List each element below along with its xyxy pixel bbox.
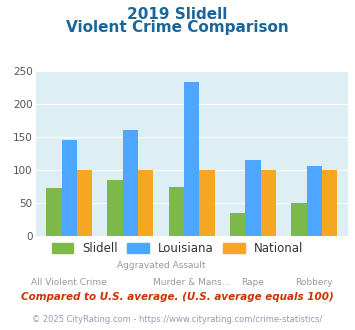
Bar: [169, 187, 184, 236]
Legend: Slidell, Louisiana, National: Slidell, Louisiana, National: [47, 237, 308, 260]
Bar: [108, 180, 123, 236]
Text: Aggravated Assault: Aggravated Assault: [117, 261, 205, 270]
Bar: [322, 170, 337, 236]
Text: Murder & Mans...: Murder & Mans...: [153, 278, 230, 287]
Text: Rape: Rape: [241, 278, 264, 287]
Text: © 2025 CityRating.com - https://www.cityrating.com/crime-statistics/: © 2025 CityRating.com - https://www.city…: [32, 315, 323, 324]
Bar: [138, 170, 153, 236]
Text: Robbery: Robbery: [295, 278, 333, 287]
Bar: [261, 170, 276, 236]
Text: Compared to U.S. average. (U.S. average equals 100): Compared to U.S. average. (U.S. average …: [21, 292, 334, 302]
Bar: [291, 203, 307, 236]
Bar: [184, 82, 200, 236]
Bar: [123, 130, 138, 236]
Text: All Violent Crime: All Violent Crime: [31, 278, 107, 287]
Bar: [245, 160, 261, 236]
Text: Violent Crime Comparison: Violent Crime Comparison: [66, 20, 289, 35]
Bar: [307, 166, 322, 236]
Bar: [61, 140, 77, 236]
Text: 2019 Slidell: 2019 Slidell: [127, 7, 228, 21]
Bar: [46, 188, 61, 236]
Bar: [77, 170, 92, 236]
Bar: [230, 213, 245, 236]
Bar: [200, 170, 215, 236]
